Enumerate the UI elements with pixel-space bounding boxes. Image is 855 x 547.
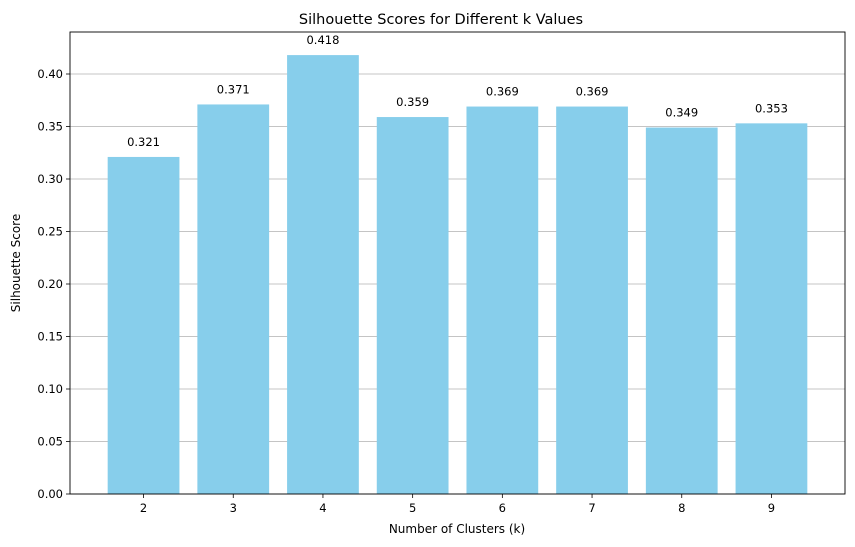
y-tick-label: 0.25: [37, 225, 63, 239]
bar-k-9: [735, 123, 808, 494]
x-axis-ticks: 2 3 4 5 6 7 8 9: [140, 494, 775, 515]
y-tick-label: 0.35: [37, 120, 63, 134]
x-tick-label: 9: [768, 501, 775, 515]
data-label: 0.369: [486, 85, 519, 99]
y-tick-label: 0.05: [37, 435, 63, 449]
data-label: 0.321: [127, 135, 160, 149]
y-tick-label: 0.00: [37, 487, 63, 501]
bar-k-5: [376, 117, 449, 495]
y-axis-label: Silhouette Score: [9, 214, 23, 312]
chart-title: Silhouette Scores for Different k Values: [299, 12, 583, 28]
x-tick-label: 2: [140, 501, 147, 515]
data-label: 0.353: [755, 101, 788, 115]
y-tick-label: 0.20: [37, 277, 63, 291]
grid-lines: [70, 73, 845, 495]
x-tick-label: 5: [409, 501, 416, 515]
data-label: 0.418: [306, 33, 339, 47]
bar-k-7: [556, 106, 628, 495]
y-tick-label: 0.10: [37, 382, 63, 396]
x-tick-label: 8: [678, 501, 685, 515]
x-tick-label: 7: [588, 501, 595, 515]
x-tick-label: 3: [230, 501, 237, 515]
bar-k-3: [197, 104, 270, 494]
plot-frame: [69, 31, 846, 495]
bar-k-2: [107, 156, 180, 494]
data-label: 0.371: [217, 82, 250, 96]
data-label: 0.359: [396, 95, 429, 109]
bar-k-8: [645, 127, 718, 495]
data-label: 0.369: [576, 85, 609, 99]
y-tick-label: 0.15: [37, 330, 63, 344]
data-label: 0.349: [665, 106, 698, 120]
y-axis-ticks: 0.00 0.05 0.10 0.15 0.20 0.25 0.30 0.35 0.40: [37, 67, 70, 501]
x-tick-label: 4: [319, 501, 326, 515]
x-axis-label: Number of Clusters (k): [389, 522, 525, 536]
bar-k-6: [466, 106, 539, 495]
x-tick-label: 6: [499, 501, 506, 515]
data-labels: 0.321 0.371 0.418 0.359 0.369 0.369 0.349 0.353: [127, 33, 788, 149]
bar-k-4: [287, 55, 359, 494]
bars: [107, 55, 808, 495]
y-tick-label: 0.30: [37, 172, 63, 186]
y-tick-label: 0.40: [37, 67, 63, 81]
